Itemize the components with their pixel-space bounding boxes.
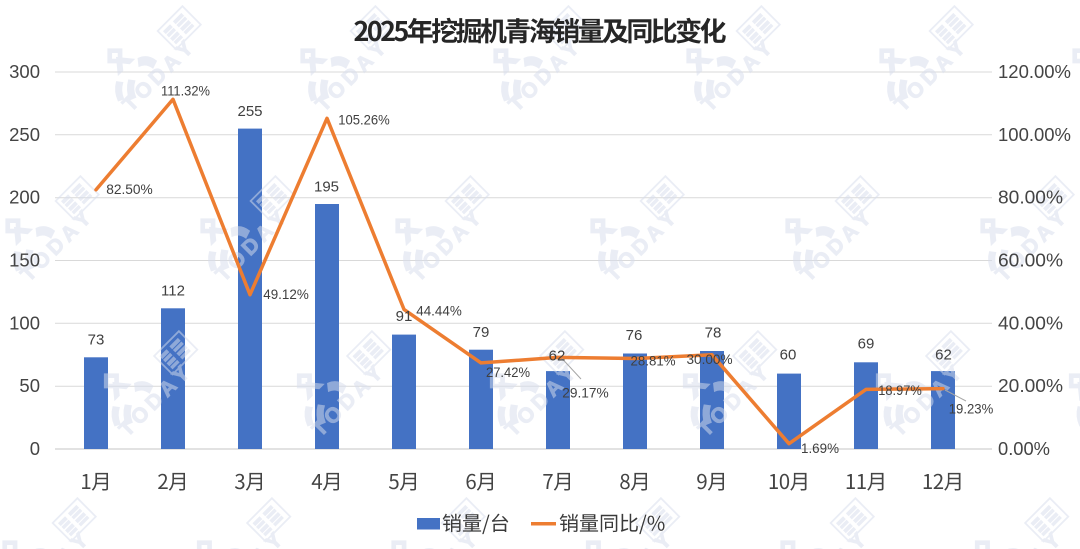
svg-text:91: 91 <box>396 308 413 325</box>
svg-text:76: 76 <box>626 327 643 344</box>
svg-text:44.44%: 44.44% <box>416 303 462 319</box>
svg-text:1.69%: 1.69% <box>801 440 839 456</box>
svg-text:100.00%: 100.00% <box>998 124 1071 145</box>
svg-text:195: 195 <box>314 179 339 196</box>
svg-text:120.00%: 120.00% <box>998 61 1071 82</box>
svg-text:19.23%: 19.23% <box>949 401 994 417</box>
svg-text:62: 62 <box>549 348 566 365</box>
svg-text:69: 69 <box>858 336 875 353</box>
svg-text:18.97%: 18.97% <box>878 382 922 398</box>
svg-text:28.81%: 28.81% <box>631 353 676 369</box>
svg-text:150: 150 <box>9 250 40 271</box>
svg-text:100: 100 <box>9 312 40 333</box>
svg-text:105.26%: 105.26% <box>338 112 390 128</box>
svg-text:60: 60 <box>780 347 797 364</box>
svg-text:300: 300 <box>9 61 40 82</box>
svg-text:0: 0 <box>30 438 40 459</box>
svg-text:62: 62 <box>935 347 952 364</box>
svg-text:20.00%: 20.00% <box>998 375 1063 396</box>
svg-text:82.50%: 82.50% <box>106 181 153 197</box>
svg-text:0.00%: 0.00% <box>998 438 1050 459</box>
svg-text:50: 50 <box>19 375 40 396</box>
svg-text:79: 79 <box>473 324 490 341</box>
svg-text:80.00%: 80.00% <box>998 187 1063 208</box>
svg-text:78: 78 <box>705 325 722 342</box>
svg-text:111.32%: 111.32% <box>161 83 210 99</box>
svg-text:250: 250 <box>9 124 40 145</box>
svg-text:60.00%: 60.00% <box>998 250 1063 271</box>
svg-text:27.42%: 27.42% <box>486 364 530 380</box>
svg-text:49.12%: 49.12% <box>263 286 309 302</box>
svg-text:200: 200 <box>9 187 40 208</box>
svg-text:30.00%: 30.00% <box>687 351 733 367</box>
svg-text:255: 255 <box>237 103 262 120</box>
svg-text:112: 112 <box>161 283 185 300</box>
svg-text:73: 73 <box>88 332 105 349</box>
svg-text:29.17%: 29.17% <box>562 385 609 401</box>
svg-text:40.00%: 40.00% <box>998 312 1063 333</box>
